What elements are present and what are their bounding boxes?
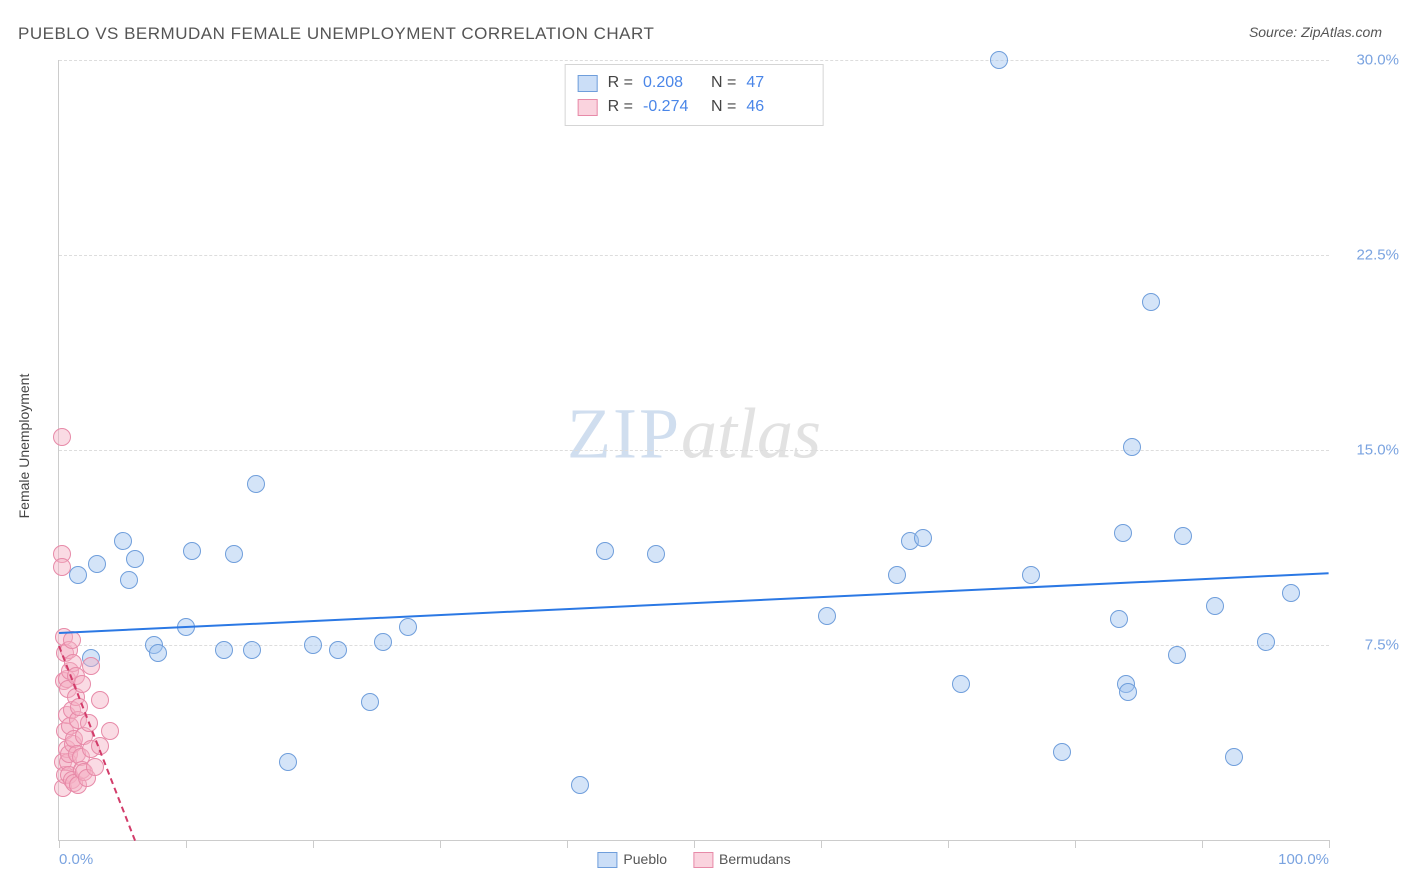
data-point: [374, 633, 392, 651]
data-point: [225, 545, 243, 563]
x-tick-label: 0.0%: [59, 851, 93, 868]
watermark-zip: ZIP: [567, 394, 681, 474]
data-point: [86, 758, 104, 776]
legend-label: Pueblo: [623, 851, 667, 867]
data-point: [1022, 566, 1040, 584]
x-tick: [694, 840, 695, 848]
x-tick: [1075, 840, 1076, 848]
gridline-horizontal: [59, 255, 1329, 256]
data-point: [1168, 646, 1186, 664]
stats-n-value: 46: [746, 95, 804, 119]
data-point: [69, 566, 87, 584]
legend-swatch: [693, 852, 713, 868]
plot-area: ZIPatlas R =0.208N =47R =-0.274N =46 Pue…: [58, 60, 1329, 841]
x-tick: [440, 840, 441, 848]
watermark: ZIPatlas: [567, 393, 821, 476]
data-point: [114, 532, 132, 550]
data-point: [304, 636, 322, 654]
stats-swatch: [578, 75, 598, 92]
x-tick-label: 100.0%: [1278, 851, 1329, 868]
x-tick: [1329, 840, 1330, 848]
gridline-horizontal: [59, 60, 1329, 61]
x-tick: [948, 840, 949, 848]
data-point: [1114, 524, 1132, 542]
stats-r-value: -0.274: [643, 95, 701, 119]
source-name: ZipAtlas.com: [1301, 24, 1382, 40]
legend-swatch: [597, 852, 617, 868]
data-point: [1206, 597, 1224, 615]
data-point: [101, 722, 119, 740]
data-point: [279, 753, 297, 771]
stats-n-label: N =: [711, 71, 736, 95]
stats-row: R = -0.274 N = 46: [578, 95, 805, 119]
stats-r-value: 0.208: [643, 71, 701, 95]
trend-line: [59, 572, 1329, 634]
chart-title: PUEBLO VS BERMUDAN FEMALE UNEMPLOYMENT C…: [18, 24, 654, 44]
data-point: [1123, 438, 1141, 456]
data-point: [1257, 633, 1275, 651]
data-point: [91, 691, 109, 709]
data-point: [399, 618, 417, 636]
data-point: [888, 566, 906, 584]
legend-bottom: Pueblo Bermudans: [597, 851, 790, 868]
watermark-atlas: atlas: [681, 394, 821, 474]
data-point: [247, 475, 265, 493]
data-point: [1119, 683, 1137, 701]
data-point: [1174, 527, 1192, 545]
legend-label: Bermudans: [719, 851, 791, 867]
data-point: [88, 555, 106, 573]
data-point: [1142, 293, 1160, 311]
stats-n-label: N =: [711, 95, 736, 119]
data-point: [361, 693, 379, 711]
data-point: [571, 776, 589, 794]
x-tick: [1202, 840, 1203, 848]
stats-box: R = 0.208 N = 47 R = -0.274 N = 46: [565, 64, 824, 126]
y-tick-label: 15.0%: [1339, 442, 1399, 459]
x-tick: [186, 840, 187, 848]
chart-container: PUEBLO VS BERMUDAN FEMALE UNEMPLOYMENT C…: [0, 0, 1406, 892]
data-point: [82, 657, 100, 675]
stats-r-label: R =: [608, 71, 633, 95]
legend-item: Bermudans: [693, 851, 791, 868]
data-point: [53, 428, 71, 446]
data-point: [596, 542, 614, 560]
stats-n-value: 47: [746, 71, 804, 95]
y-tick-label: 7.5%: [1339, 637, 1399, 654]
data-point: [952, 675, 970, 693]
x-tick: [59, 840, 60, 848]
x-tick: [313, 840, 314, 848]
data-point: [647, 545, 665, 563]
data-point: [329, 641, 347, 659]
data-point: [243, 641, 261, 659]
data-point: [1225, 748, 1243, 766]
data-point: [120, 571, 138, 589]
data-point: [1053, 743, 1071, 761]
data-point: [53, 558, 71, 576]
data-point: [215, 641, 233, 659]
source-credit: Source: ZipAtlas.com: [1249, 24, 1382, 40]
y-tick-label: 22.5%: [1339, 247, 1399, 264]
stats-r-label: R =: [608, 95, 633, 119]
x-tick: [567, 840, 568, 848]
data-point: [126, 550, 144, 568]
stats-row: R = 0.208 N = 47: [578, 71, 805, 95]
stats-swatch: [578, 99, 598, 116]
source-label: Source:: [1249, 24, 1301, 40]
x-tick: [821, 840, 822, 848]
data-point: [183, 542, 201, 560]
legend-item: Pueblo: [597, 851, 667, 868]
data-point: [990, 51, 1008, 69]
data-point: [1110, 610, 1128, 628]
data-point: [1282, 584, 1300, 602]
data-point: [818, 607, 836, 625]
y-axis-title: Female Unemployment: [16, 374, 32, 519]
data-point: [914, 529, 932, 547]
data-point: [149, 644, 167, 662]
y-tick-label: 30.0%: [1339, 52, 1399, 69]
